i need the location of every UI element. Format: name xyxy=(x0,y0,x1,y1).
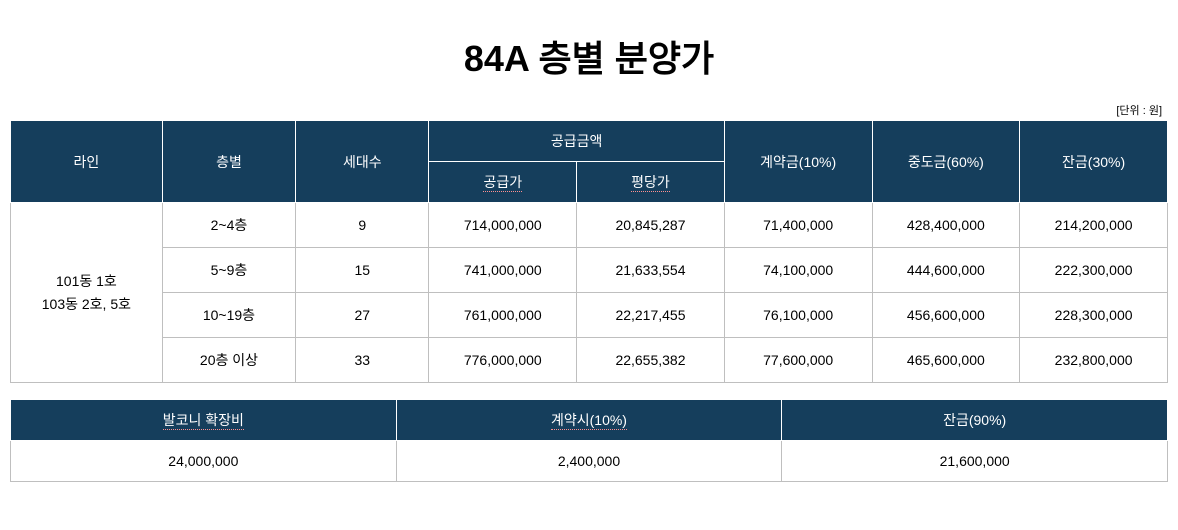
th-floor: 층별 xyxy=(162,121,295,203)
th-units: 세대수 xyxy=(296,121,429,203)
th-balcony: 발코니 확장비 xyxy=(11,400,397,441)
td-floor: 10~19층 xyxy=(162,293,295,338)
td-contract: 71,400,000 xyxy=(724,203,872,248)
td-units: 15 xyxy=(296,248,429,293)
td-floor: 20층 이상 xyxy=(162,338,295,383)
sub-table: 발코니 확장비 계약시(10%) 잔금(90%) 24,000,000 2,40… xyxy=(10,399,1168,482)
td-per-area: 21,633,554 xyxy=(577,248,725,293)
th-contract: 계약금(10%) xyxy=(724,121,872,203)
td-supply: 761,000,000 xyxy=(429,293,577,338)
table-row: 101동 1호 103동 2호, 5호 2~4층 9 714,000,000 2… xyxy=(11,203,1168,248)
td-final: 214,200,000 xyxy=(1020,203,1168,248)
line-label-1: 101동 1호 xyxy=(15,270,158,292)
td-middle: 444,600,000 xyxy=(872,248,1020,293)
td-units: 9 xyxy=(296,203,429,248)
td-per-area: 20,845,287 xyxy=(577,203,725,248)
th-supply-group: 공급금액 xyxy=(429,121,724,162)
td-units: 27 xyxy=(296,293,429,338)
table-row: 24,000,000 2,400,000 21,600,000 xyxy=(11,441,1168,482)
td-balcony: 24,000,000 xyxy=(11,441,397,482)
td-middle: 456,600,000 xyxy=(872,293,1020,338)
page-title: 84A 층별 분양가 xyxy=(10,30,1168,82)
th-final: 잔금(30%) xyxy=(1020,121,1168,203)
td-units: 33 xyxy=(296,338,429,383)
td-line: 101동 1호 103동 2호, 5호 xyxy=(11,203,163,383)
table-row: 20층 이상 33 776,000,000 22,655,382 77,600,… xyxy=(11,338,1168,383)
td-per-area: 22,655,382 xyxy=(577,338,725,383)
td-floor: 5~9층 xyxy=(162,248,295,293)
td-middle: 428,400,000 xyxy=(872,203,1020,248)
td-floor: 2~4층 xyxy=(162,203,295,248)
td-final: 228,300,000 xyxy=(1020,293,1168,338)
td-contract: 77,600,000 xyxy=(724,338,872,383)
th-sub-final: 잔금(90%) xyxy=(782,400,1168,441)
unit-label: [단위 : 원] xyxy=(10,102,1168,118)
td-contract: 76,100,000 xyxy=(724,293,872,338)
th-supply-price: 공급가 xyxy=(429,162,577,203)
th-per-area: 평당가 xyxy=(577,162,725,203)
td-middle: 465,600,000 xyxy=(872,338,1020,383)
td-final: 232,800,000 xyxy=(1020,338,1168,383)
th-sub-contract: 계약시(10%) xyxy=(396,400,782,441)
td-sub-final: 21,600,000 xyxy=(782,441,1168,482)
td-supply: 714,000,000 xyxy=(429,203,577,248)
td-per-area: 22,217,455 xyxy=(577,293,725,338)
th-line: 라인 xyxy=(11,121,163,203)
main-table: 라인 층별 세대수 공급금액 계약금(10%) 중도금(60%) 잔금(30%)… xyxy=(10,120,1168,383)
line-label-2: 103동 2호, 5호 xyxy=(15,293,158,315)
td-final: 222,300,000 xyxy=(1020,248,1168,293)
td-supply: 741,000,000 xyxy=(429,248,577,293)
td-contract: 74,100,000 xyxy=(724,248,872,293)
table-row: 5~9층 15 741,000,000 21,633,554 74,100,00… xyxy=(11,248,1168,293)
td-sub-contract: 2,400,000 xyxy=(396,441,782,482)
table-row: 10~19층 27 761,000,000 22,217,455 76,100,… xyxy=(11,293,1168,338)
th-middle: 중도금(60%) xyxy=(872,121,1020,203)
td-supply: 776,000,000 xyxy=(429,338,577,383)
